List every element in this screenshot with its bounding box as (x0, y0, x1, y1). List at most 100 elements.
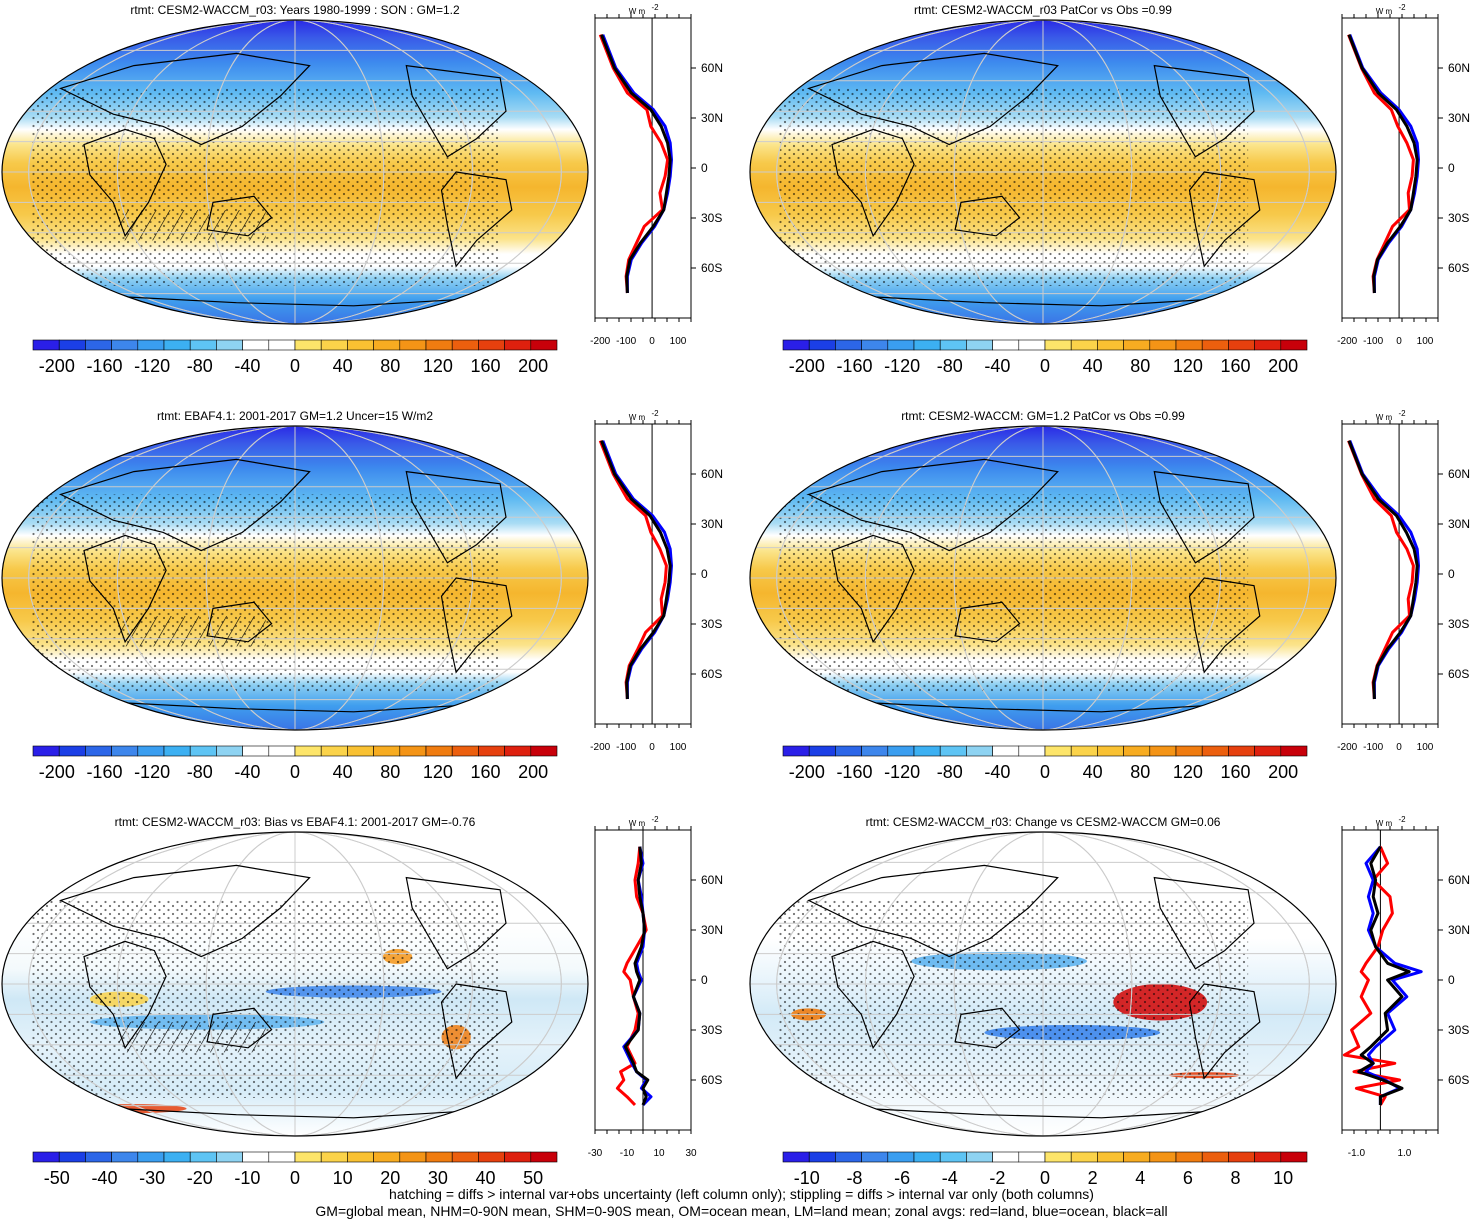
footer-line-2: GM=global mean, NHM=0-90N mean, SHM=0-90… (315, 1203, 1168, 1219)
panel-0-hatching (119, 210, 266, 241)
profile-lat-label: 60N (701, 61, 723, 75)
panel-0-coast-0 (83, 128, 167, 238)
panel-4: rtmt: CESM2-WACCM_r03: Bias vs EBAF4.1: … (1, 815, 723, 1188)
panel-2-coast-1 (58, 458, 311, 552)
colorbar-tick-label: 2 (1088, 1168, 1098, 1188)
colorbar-bin (1175, 1151, 1203, 1163)
colorbar-tick-label: -40 (234, 356, 260, 376)
profile-x-label: -10 (620, 1148, 635, 1159)
profile-x-label: 100 (1417, 336, 1434, 347)
colorbar-tick-label: -80 (187, 356, 213, 376)
colorbar-bin (425, 1151, 453, 1163)
panel-2-meridian-4 (205, 426, 385, 730)
panel-1-meridian-4 (953, 20, 1133, 324)
panel-2-coast-0 (83, 534, 167, 644)
colorbar-tick-label: -200 (39, 762, 75, 782)
colorbar-bin (913, 339, 941, 351)
panel-5-profile: W m -2 60N 30N 0 30S 60S -1.0 1.0 (1341, 815, 1470, 1159)
colorbar-bin (1018, 745, 1046, 757)
panel-5-coast-2 (954, 1007, 1021, 1049)
profile-lat-label: 60N (1448, 61, 1470, 75)
colorbar-bin (913, 1151, 941, 1163)
panel-3-coast-5 (867, 702, 1205, 713)
panel-5-meridian-5 (864, 832, 1222, 1136)
colorbar-bin (399, 339, 427, 351)
colorbar-bin (478, 1151, 505, 1163)
colorbar-bin (425, 339, 453, 351)
profile-lat-label: 60N (701, 467, 723, 481)
colorbar-tick-label: 0 (290, 762, 300, 782)
colorbar-bin (294, 745, 322, 757)
profile-series-all (600, 440, 672, 700)
panel-3-profile: W m -2 60N 30N 0 30S 60S -200 -100 0 100 (1337, 409, 1470, 753)
panel-1-meridian-5 (864, 20, 1222, 324)
panel-3-title: rtmt: CESM2-WACCM: GM=1.2 PatCor vs Obs … (901, 409, 1185, 423)
panel-0-meridian-4 (205, 20, 385, 324)
colorbar-bin (530, 339, 558, 351)
profile-x-label: -30 (588, 1148, 603, 1159)
panel-2-coast-3 (405, 470, 507, 564)
panel-2-stippling (31, 494, 501, 692)
colorbar-bin (808, 1151, 836, 1163)
colorbar-bin (887, 339, 915, 351)
profile-unit-exp: -2 (651, 3, 659, 12)
panel-4-map-border (1, 831, 589, 1137)
colorbar-bin (939, 745, 967, 757)
colorbar-tick-label: -2 (989, 1168, 1005, 1188)
colorbar-tick-label: 80 (380, 762, 400, 782)
colorbar-tick-label: 30 (428, 1168, 448, 1188)
colorbar-tick-label: 40 (476, 1168, 496, 1188)
colorbar-bin (320, 745, 348, 757)
colorbar-bin (782, 745, 810, 757)
colorbar-bin (189, 339, 217, 351)
colorbar-bin (1175, 339, 1203, 351)
panel-2-coast-4 (440, 577, 513, 674)
colorbar-bin (808, 745, 836, 757)
panel-5-meridian-6 (776, 832, 1310, 1136)
profile-x-label: -100 (616, 336, 636, 347)
panel-5-coast-1 (806, 864, 1059, 958)
colorbar-bin (242, 339, 270, 351)
panel-2-meridian-6 (28, 426, 562, 730)
panel-2-coast-2 (206, 601, 273, 643)
colorbar-bin (966, 339, 993, 351)
panel-1-coast-0 (831, 128, 915, 238)
colorbar-tick-label: -120 (884, 356, 920, 376)
profile-series-all (623, 846, 650, 1106)
colorbar-bin (887, 1151, 915, 1163)
panel-5-map-border (749, 831, 1337, 1137)
panel-1-coast-2 (954, 195, 1021, 237)
profile-lat-label: 60S (701, 1073, 722, 1087)
profile-lat-label: 30N (1448, 923, 1470, 937)
panel-4-hatching (119, 1022, 266, 1053)
colorbar-bin (1280, 745, 1308, 757)
panel-4-meridian-4 (205, 832, 385, 1136)
colorbar-tick-label: 20 (380, 1168, 400, 1188)
colorbar-tick-label: -10 (794, 1168, 820, 1188)
colorbar-bin (32, 745, 60, 757)
profile-x-label: -200 (1337, 336, 1357, 347)
panel-0-coast-1 (58, 52, 311, 146)
colorbar-bin (1044, 1151, 1072, 1163)
colorbar-bin (1123, 1151, 1151, 1163)
panel-2: rtmt: EBAF4.1: 2001-2017 GM=1.2 Uncer=15… (1, 409, 723, 782)
profile-unit: W m (1376, 7, 1393, 16)
colorbar-tick-label: 200 (1268, 356, 1298, 376)
colorbar-bin (1097, 1151, 1124, 1163)
profile-x-label: 100 (1417, 742, 1434, 753)
profile-x-label: 30 (685, 1148, 697, 1159)
profile-x-label: -1.0 (1348, 1148, 1366, 1159)
colorbar-tick-label: 10 (333, 1168, 353, 1188)
colorbar-bin (835, 745, 862, 757)
profile-x-label: -100 (1363, 336, 1383, 347)
profile-x-label: 1.0 (1397, 1148, 1411, 1159)
colorbar-bin (1149, 339, 1177, 351)
panel-1-colorbar: -200 -160 -120 -80 -40 0 40 80 120 160 200 (782, 339, 1308, 376)
profile-unit-exp: -2 (1398, 815, 1406, 824)
colorbar-bin (320, 1151, 348, 1163)
colorbar-bin (294, 339, 322, 351)
colorbar-bin (1228, 1151, 1255, 1163)
colorbar-tick-label: 0 (1040, 1168, 1050, 1188)
profile-series-land (1342, 846, 1402, 1106)
colorbar-tick-label: 160 (1221, 762, 1251, 782)
